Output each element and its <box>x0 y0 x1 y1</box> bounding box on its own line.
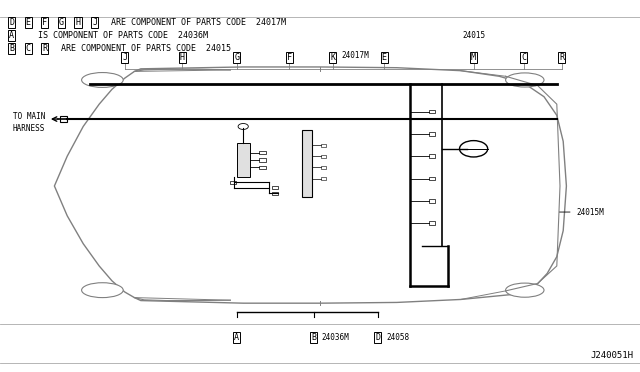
Ellipse shape <box>82 283 123 298</box>
Ellipse shape <box>506 73 544 87</box>
Bar <box>429 221 435 225</box>
Text: IS COMPONENT OF PARTS CODE  24036M: IS COMPONENT OF PARTS CODE 24036M <box>23 31 208 40</box>
Text: C: C <box>26 44 31 53</box>
Bar <box>321 155 326 158</box>
Ellipse shape <box>82 73 123 87</box>
Text: 24015: 24015 <box>462 31 485 40</box>
Text: R: R <box>559 53 564 62</box>
Text: 24036M: 24036M <box>321 333 349 342</box>
Bar <box>230 181 236 184</box>
Text: G: G <box>59 18 64 27</box>
Bar <box>272 186 278 189</box>
Bar <box>237 143 250 177</box>
Text: 24017M: 24017M <box>342 51 369 60</box>
Text: ARE COMPONENT OF PARTS CODE  24017M: ARE COMPONENT OF PARTS CODE 24017M <box>106 18 286 27</box>
Bar <box>321 166 326 169</box>
Text: A: A <box>9 31 14 40</box>
Text: D: D <box>9 18 14 27</box>
Text: B: B <box>9 44 14 53</box>
Circle shape <box>238 124 248 129</box>
Text: F: F <box>287 53 292 62</box>
Text: J240051H: J240051H <box>591 351 634 360</box>
Text: D: D <box>375 333 380 342</box>
Bar <box>259 151 266 154</box>
Bar <box>321 177 326 180</box>
Text: J: J <box>122 53 127 62</box>
Bar <box>321 144 326 147</box>
Polygon shape <box>54 67 566 303</box>
Bar <box>429 132 435 136</box>
Text: E: E <box>381 53 387 62</box>
Text: H: H <box>76 18 81 27</box>
Text: C: C <box>521 53 526 62</box>
Text: 24058: 24058 <box>387 333 410 342</box>
Text: H: H <box>180 53 185 62</box>
Bar <box>429 199 435 203</box>
Text: ARE COMPONENT OF PARTS CODE  24015: ARE COMPONENT OF PARTS CODE 24015 <box>56 44 231 53</box>
Text: R: R <box>42 44 47 53</box>
Bar <box>272 192 278 195</box>
Bar <box>259 166 266 169</box>
Text: 24015M: 24015M <box>576 208 604 217</box>
Bar <box>429 110 435 113</box>
Text: F: F <box>42 18 47 27</box>
Text: J: J <box>92 18 97 27</box>
Ellipse shape <box>506 283 544 297</box>
Circle shape <box>460 141 488 157</box>
Text: B: B <box>311 333 316 342</box>
Text: K: K <box>330 53 335 62</box>
Bar <box>302 130 312 197</box>
Text: G: G <box>234 53 239 62</box>
Bar <box>429 177 435 180</box>
Text: E: E <box>26 18 31 27</box>
Text: TO MAIN
HARNESS: TO MAIN HARNESS <box>13 112 45 133</box>
Bar <box>60 116 67 122</box>
Bar <box>259 158 266 162</box>
Text: M: M <box>471 53 476 62</box>
Text: A: A <box>234 333 239 342</box>
Bar <box>429 154 435 158</box>
